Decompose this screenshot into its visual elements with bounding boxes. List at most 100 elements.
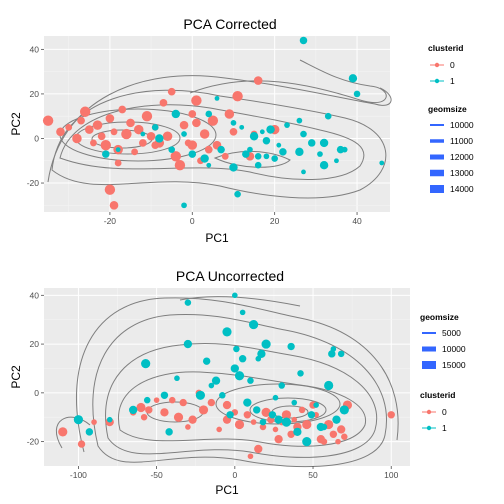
x-tick-label: 20	[270, 216, 280, 226]
x-tick-label: 0	[232, 470, 237, 480]
data-point-cluster0	[232, 90, 243, 102]
data-point-cluster1	[181, 131, 187, 137]
data-point-cluster1	[195, 390, 206, 400]
data-point-cluster1	[324, 112, 332, 120]
data-point-cluster1	[160, 391, 169, 399]
data-point-cluster1	[155, 134, 164, 143]
data-point-cluster1	[268, 411, 277, 419]
data-point-cluster1	[184, 299, 192, 306]
data-point-cluster1	[324, 380, 334, 391]
data-point-cluster1	[319, 161, 329, 170]
data-point-cluster1	[247, 146, 253, 153]
data-point-cluster0	[118, 105, 127, 114]
data-point-cluster0	[104, 184, 116, 195]
data-point-cluster0	[188, 110, 197, 118]
legend-label-cluster1-corrected: 1	[450, 76, 455, 86]
data-point-cluster1	[300, 130, 307, 138]
data-point-cluster0	[105, 114, 115, 123]
y-axis-label-corrected: PC2	[9, 112, 23, 136]
legend-size-label: 5000	[442, 328, 461, 338]
data-point-cluster0	[145, 406, 153, 414]
data-point-cluster0	[179, 398, 187, 407]
data-point-cluster1	[334, 158, 339, 164]
data-point-cluster1	[205, 110, 213, 118]
data-point-cluster1	[254, 153, 262, 160]
legend-size-label: 15000	[442, 360, 466, 370]
legend-size-label: 11000	[450, 136, 473, 146]
data-point-cluster0	[121, 128, 132, 140]
data-point-cluster1	[73, 415, 84, 425]
data-point-cluster0	[100, 139, 111, 151]
data-point-cluster0	[272, 426, 279, 433]
data-point-cluster0	[72, 133, 82, 144]
data-point-cluster0	[77, 116, 85, 125]
data-point-cluster0	[229, 127, 238, 136]
data-point-cluster1	[115, 147, 121, 153]
data-point-cluster0	[387, 411, 395, 419]
data-point-cluster1	[208, 382, 215, 389]
data-point-cluster1	[211, 376, 221, 385]
data-point-cluster0	[261, 407, 271, 417]
legend-size-key	[422, 332, 436, 334]
data-point-cluster0	[174, 160, 186, 171]
data-point-cluster0	[42, 115, 54, 126]
data-point-cluster0	[198, 405, 209, 415]
data-point-cluster0	[153, 397, 160, 403]
data-point-cluster0	[287, 430, 295, 439]
data-point-cluster0	[136, 402, 146, 413]
data-point-cluster0	[140, 413, 148, 421]
data-point-cluster0	[243, 411, 252, 419]
data-point-cluster1	[230, 120, 237, 126]
contours-uncorrected	[55, 296, 399, 468]
legend-key-cluster1-corrected	[430, 78, 444, 84]
data-point-cluster1	[295, 147, 304, 157]
y-tick-label: 40	[30, 290, 40, 300]
data-point-cluster1	[239, 124, 245, 130]
data-point-cluster0	[179, 120, 189, 130]
data-point-cluster1	[141, 358, 151, 369]
legend-size-key	[430, 124, 444, 126]
data-point-cluster1	[266, 125, 275, 134]
data-point-cluster1	[330, 346, 337, 352]
data-point-cluster1	[291, 399, 298, 406]
data-point-cluster0	[337, 425, 346, 434]
legend-label-cluster0-corrected: 0	[450, 60, 455, 70]
data-point-cluster1	[174, 375, 180, 382]
legend-size-key	[422, 361, 436, 369]
data-point-cluster0	[162, 131, 173, 142]
data-point-cluster1	[226, 411, 234, 419]
data-point-cluster0	[185, 424, 191, 430]
data-point-cluster0	[173, 412, 184, 422]
legend-size-label: 12000	[450, 152, 474, 162]
data-point-cluster0	[167, 87, 176, 96]
data-point-cluster1	[263, 153, 270, 160]
data-point-cluster0	[131, 148, 139, 156]
data-point-cluster0	[126, 118, 135, 128]
data-point-cluster0	[133, 124, 144, 135]
y-tick-label: 20	[30, 339, 40, 349]
data-point-cluster0	[250, 419, 257, 425]
chart-title-uncorrected: PCA Uncorrected	[176, 268, 284, 284]
y-tick-label: -20	[27, 437, 40, 447]
data-point-cluster1	[281, 417, 292, 427]
data-point-cluster1	[379, 160, 385, 166]
data-point-cluster1	[259, 129, 265, 135]
data-point-cluster0	[79, 106, 91, 117]
y-tick-label: -20	[27, 178, 40, 188]
data-point-cluster0	[247, 453, 254, 460]
data-point-cluster1	[320, 423, 328, 431]
y-axis-label-uncorrected: PC2	[9, 365, 23, 389]
data-point-cluster0	[221, 152, 229, 160]
data-point-cluster1	[276, 142, 282, 148]
data-point-cluster0	[281, 410, 292, 420]
data-point-cluster0	[329, 430, 338, 439]
data-point-cluster1	[106, 416, 113, 423]
data-point-cluster0	[254, 444, 263, 454]
data-point-cluster0	[97, 132, 106, 141]
data-point-cluster1	[233, 345, 240, 353]
x-tick-label: 0	[190, 216, 195, 226]
legend-key-cluster1-uncorrected	[422, 425, 436, 431]
data-point-cluster1	[200, 154, 209, 163]
